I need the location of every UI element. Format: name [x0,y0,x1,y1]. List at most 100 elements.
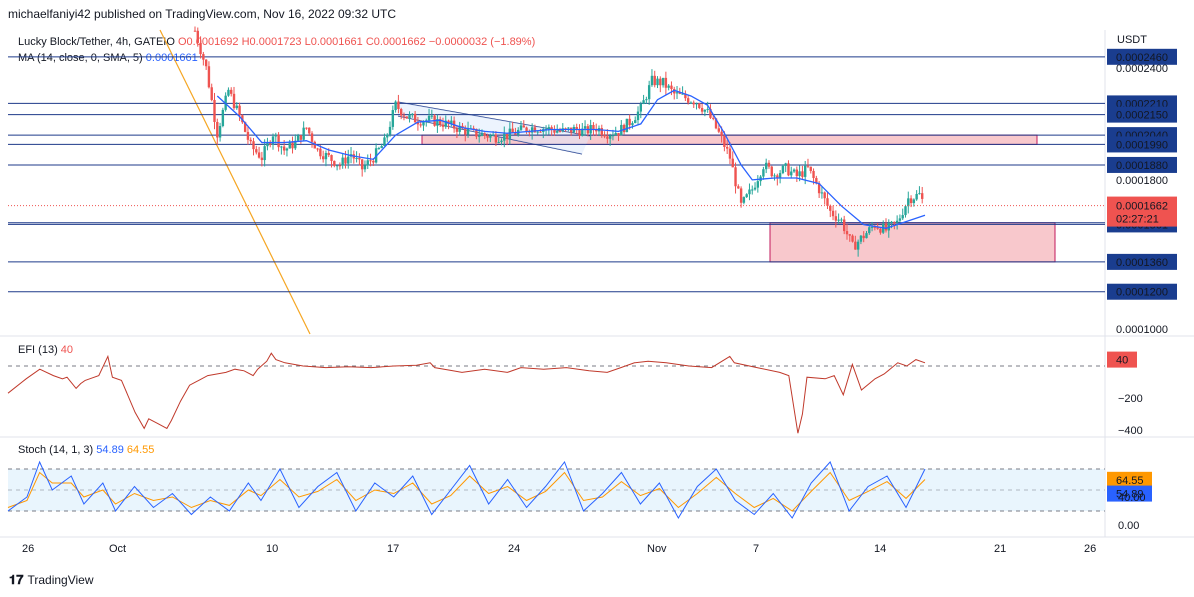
footer-brand[interactable]: 𝟏𝟕 TradingView [9,572,94,588]
candle-body [831,210,835,217]
price-scale-label: 0.0001000 [1116,324,1168,336]
tradingview-logo-icon: 𝟏𝟕 [9,572,24,587]
candle-body [695,103,698,105]
time-axis-label: 21 [994,543,1006,555]
candle-body [199,42,202,55]
candle-body [472,128,475,130]
candle-body [645,99,648,101]
candle-body [489,135,492,138]
candle-body [386,134,389,138]
stoch-legend[interactable]: Stoch (14, 1, 3) 54.89 64.55 [18,444,154,456]
candle-body [745,194,748,198]
candle-body [274,134,278,137]
efi-label: EFI (13) [18,344,58,356]
candle-body [503,133,506,141]
candle-body [450,120,453,124]
level-price-label: 0.0001360 [1116,257,1168,269]
candle-body [519,125,523,130]
candle-body [321,156,325,160]
candle-body [294,140,297,149]
candle-body [508,128,512,139]
stoch-label: Stoch (14, 1, 3) [18,444,94,456]
candle-body [876,227,879,229]
level-price-label: 0.0001200 [1116,287,1168,299]
time-axis-label: 24 [508,543,520,555]
candle-body [706,108,709,110]
candle-body [505,133,509,139]
candle-body [255,149,258,153]
candle-body [762,169,765,177]
efi-legend[interactable]: EFI (13) 40 [18,344,73,356]
candle-body [639,103,643,112]
currency-label: USDT [1117,34,1147,46]
candle-body [441,124,445,127]
candle-body [887,222,890,231]
candle-body [383,137,386,146]
candle-body [581,128,584,136]
candle-body [257,152,261,158]
candle-body [249,139,252,142]
candle-body [302,127,305,140]
symbol-title[interactable]: Lucky Block/Tether, 4h, GATEIO [18,36,175,48]
candle-body [898,218,902,221]
demand-zone [769,222,1056,263]
candle-body [848,234,851,236]
brand-label: TradingView [27,573,94,587]
publisher-line: michaelfaniyi42 published on TradingView… [8,7,397,21]
level-price-badge [1107,253,1177,270]
candle-body [553,129,556,133]
candle-body [595,129,598,132]
candle-body [246,131,250,140]
stoch-d-value: 64.55 [126,444,155,456]
candle-body [480,133,484,136]
candle-body [912,199,916,204]
candle-body [416,122,420,125]
candle-body [221,109,225,127]
candle-body [698,103,701,108]
candle-body [377,148,381,150]
candle-body [614,133,617,136]
candle-body [873,226,877,228]
candle-body [358,158,361,160]
stoch-k-value: 54.89 [96,444,124,456]
candle-body [728,148,732,159]
level-price-label: 0.0002150 [1116,110,1168,122]
candle-body [313,141,317,149]
efi-value-badge [1107,351,1137,368]
stoch-scale-label: 40.00 [1118,492,1146,504]
candle-body [717,128,721,132]
candle-body [558,130,562,132]
candle-body [583,126,587,129]
level-price-badge [1107,156,1177,173]
candle-body [647,85,651,100]
candle-body [230,89,233,94]
candle-body [475,128,478,137]
candle-body [372,160,375,163]
ohlc-high: H0.0001723 [241,36,302,48]
ohlc-open: O0.0001692 [177,36,239,48]
candle-body [636,111,640,121]
candle-body [522,125,525,128]
candle-body [686,98,690,103]
candle-body [865,233,868,239]
candle-body [773,175,776,177]
candle-body [243,122,247,132]
candle-body [422,121,425,126]
ma-legend[interactable]: MA (14, close, 0, SMA, 5) 0.0001661 [18,52,198,64]
candle-body [714,118,718,129]
candle-body [277,134,280,148]
candle-body [567,127,570,129]
candle-body [575,127,578,131]
candle-body [725,146,729,149]
candle-body [260,157,264,161]
candle-body [511,128,514,133]
candle-body [330,155,333,161]
ohlc-low: L0.0001661 [304,36,363,48]
candle-body [661,77,665,86]
ohlc-close: C0.0001662 [365,36,426,48]
candle-body [539,131,542,133]
efi-value: 40 [60,344,74,356]
candle-body [879,228,882,233]
candle-body [834,216,838,221]
